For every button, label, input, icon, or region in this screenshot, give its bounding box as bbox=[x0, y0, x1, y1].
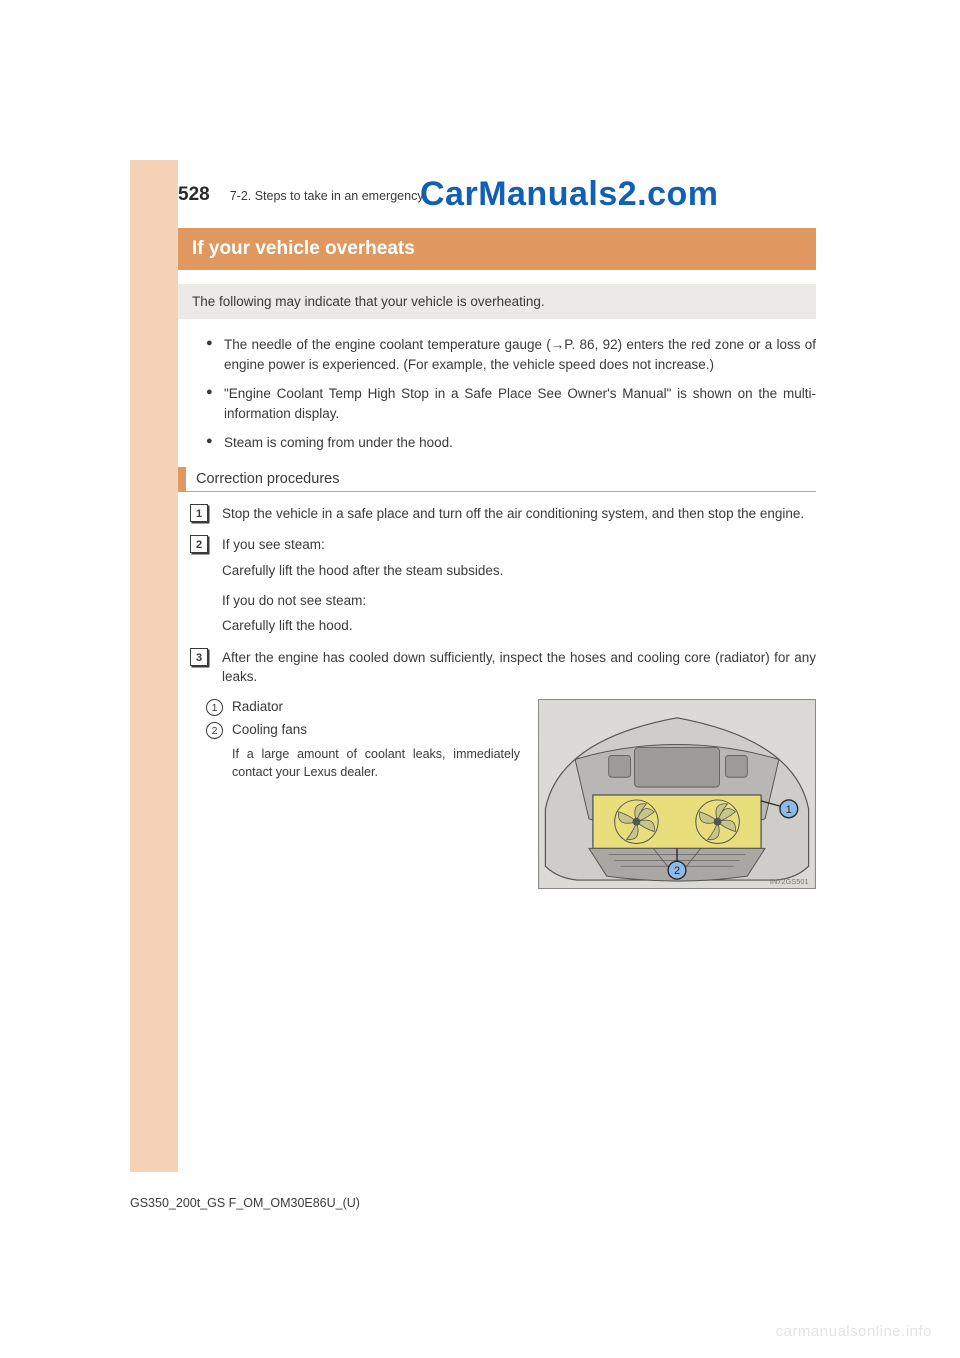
callout-column: 1 Radiator 2 Cooling fans If a large amo… bbox=[206, 699, 520, 892]
step-text: After the engine has cooled down suffici… bbox=[222, 650, 816, 685]
page-header: 528 7-2. Steps to take in an emergency bbox=[178, 184, 816, 206]
symptom-item: The needle of the engine coolant tempera… bbox=[206, 335, 816, 374]
document-code: GS350_200t_GS F_OM_OM30E86U_(U) bbox=[130, 1196, 360, 1210]
figure-code: IN72GS501 bbox=[770, 877, 809, 886]
topic-title: If your vehicle overheats bbox=[178, 228, 816, 270]
symptom-item: "Engine Coolant Temp High Stop in a Safe… bbox=[206, 384, 816, 423]
callout-number-icon: 2 bbox=[206, 722, 223, 739]
sub-heading: Correction procedures bbox=[178, 467, 816, 492]
callout-note: If a large amount of coolant leaks, imme… bbox=[206, 745, 520, 781]
procedure-step: 3 After the engine has cooled down suffi… bbox=[190, 648, 816, 687]
callout-label: Radiator bbox=[232, 699, 283, 714]
procedure-step: 1 Stop the vehicle in a safe place and t… bbox=[190, 504, 816, 524]
procedure-step: 2 If you see steam: Carefully lift the h… bbox=[190, 535, 816, 635]
intro-box: The following may indicate that your veh… bbox=[178, 284, 816, 319]
cooling-fan-icon bbox=[615, 800, 659, 844]
procedure-list: 1 Stop the vehicle in a safe place and t… bbox=[178, 504, 816, 687]
callout-item: 1 Radiator bbox=[206, 699, 520, 714]
callout-item: 2 Cooling fans bbox=[206, 722, 520, 737]
figure-callout-2-num: 2 bbox=[674, 865, 680, 877]
figure-column: 1 2 IN72GS501 bbox=[538, 699, 816, 892]
step-number-icon: 3 bbox=[190, 648, 208, 666]
step-text: If you see steam: bbox=[222, 535, 816, 555]
step-text: Carefully lift the hood. bbox=[222, 616, 816, 636]
engine-bay-figure: 1 2 IN72GS501 bbox=[538, 699, 816, 889]
symptom-list: The needle of the engine coolant tempera… bbox=[178, 335, 816, 453]
callout-number-icon: 1 bbox=[206, 699, 223, 716]
page-number: 528 bbox=[178, 184, 210, 206]
symptom-item: Steam is coming from under the hood. bbox=[206, 433, 816, 453]
radiator-highlight bbox=[593, 795, 761, 848]
figure-callout-1-num: 1 bbox=[786, 804, 792, 816]
step-text: Carefully lift the hood after the steam … bbox=[222, 561, 816, 581]
figure-row: 1 Radiator 2 Cooling fans If a large amo… bbox=[178, 699, 816, 892]
section-side-tab bbox=[130, 160, 178, 1172]
cooling-fan-icon bbox=[696, 800, 740, 844]
step-text: If you do not see steam: bbox=[222, 591, 816, 611]
callout-label: Cooling fans bbox=[232, 722, 307, 737]
step-number-icon: 1 bbox=[190, 504, 208, 522]
step-number-icon: 2 bbox=[190, 535, 208, 553]
step-text: Stop the vehicle in a safe place and tur… bbox=[222, 506, 804, 521]
section-path: 7-2. Steps to take in an emergency bbox=[230, 189, 424, 203]
watermark-bottom: carmanualsonline.info bbox=[776, 1323, 932, 1340]
page-content: 528 7-2. Steps to take in an emergency I… bbox=[178, 184, 816, 892]
